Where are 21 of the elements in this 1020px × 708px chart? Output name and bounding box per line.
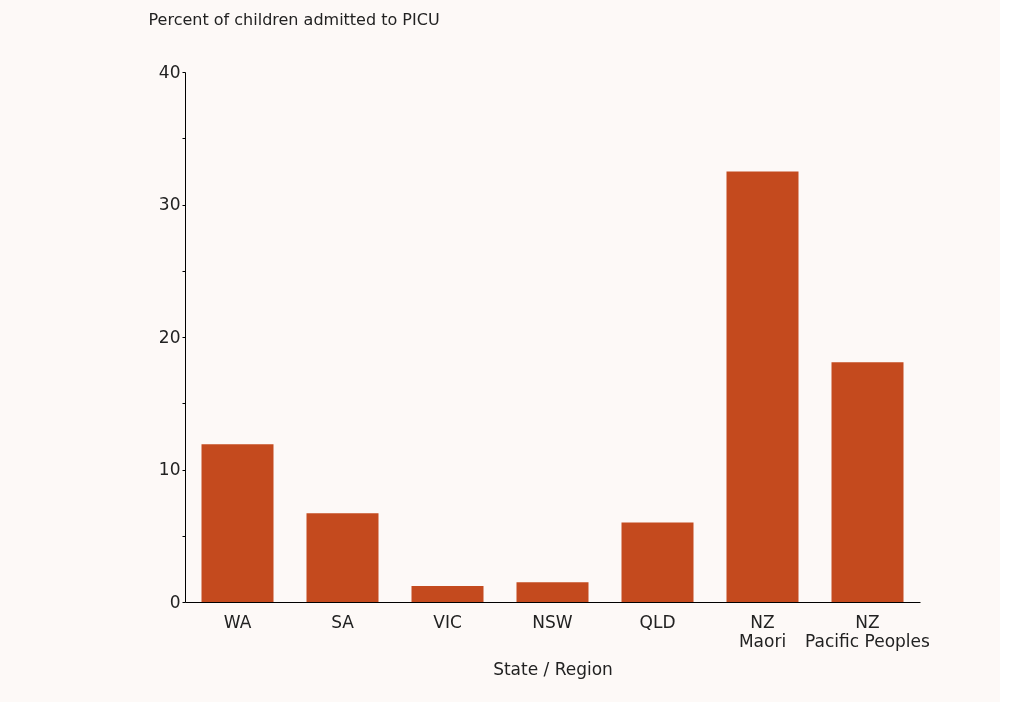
x-tick-label: NSW xyxy=(532,611,573,632)
y-tick-label: 0 xyxy=(169,591,181,612)
y-tick-label: 40 xyxy=(158,61,181,82)
bar xyxy=(306,513,379,602)
y-axis-title: Percent of children admitted to PICU xyxy=(148,9,440,29)
y-tick-label: 30 xyxy=(158,194,181,214)
x-tick-label: NZ Pacific Peoples xyxy=(805,611,931,651)
bar xyxy=(201,444,274,602)
x-axis-title: State / Region xyxy=(493,658,613,679)
x-tick-label: WA xyxy=(223,611,252,632)
bar xyxy=(411,586,484,602)
x-tick-label: VIC xyxy=(433,611,462,632)
bar xyxy=(831,362,904,602)
y-tick-label: 10 xyxy=(158,459,181,479)
y-tick-label: 20 xyxy=(158,326,181,347)
x-tick-label: NZ Maori xyxy=(738,611,787,651)
bar xyxy=(516,582,589,602)
bar xyxy=(621,522,694,602)
x-tick-label: SA xyxy=(331,611,355,632)
bar xyxy=(726,171,799,602)
x-tick-label: QLD xyxy=(639,611,676,632)
